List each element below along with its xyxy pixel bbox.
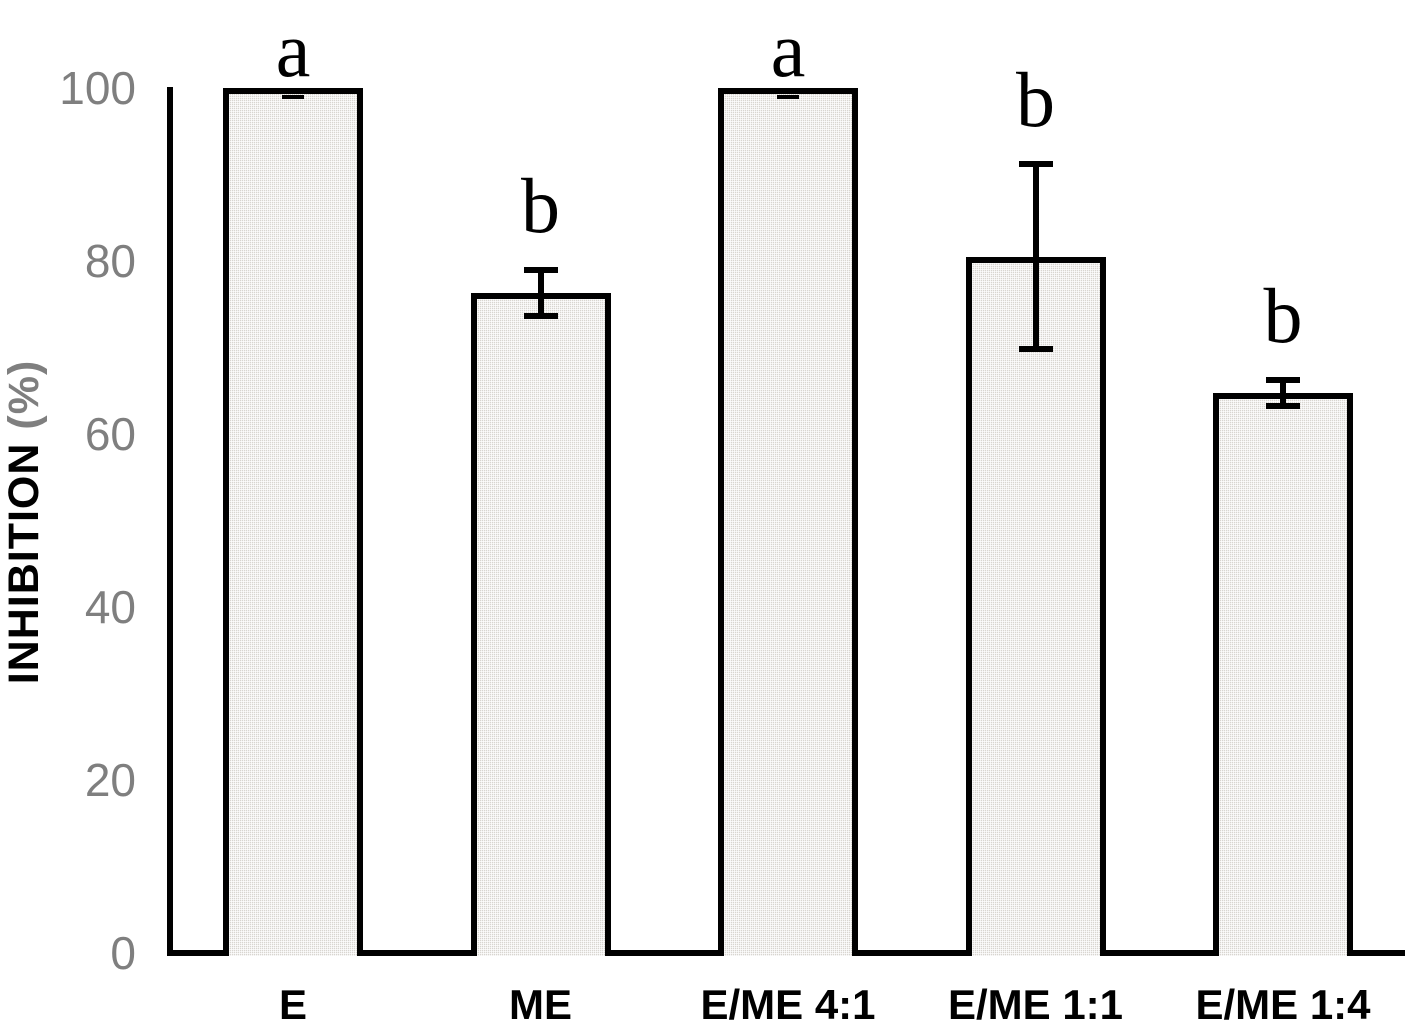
y-tick-label: 40 (84, 581, 136, 633)
significance-letter: b (1263, 272, 1303, 360)
x-tick-label: ME (509, 981, 572, 1028)
error-bar-top-cap (523, 266, 558, 273)
error-bar-bottom-cap (282, 95, 304, 99)
error-bar-line (537, 269, 544, 317)
y-axis-line (167, 87, 173, 956)
x-tick-label: E/ME 1:4 (1195, 981, 1371, 1028)
error-bar-bottom-cap (523, 313, 558, 320)
y-tick-label: 100 (59, 62, 136, 114)
error-bar-bottom-cap (1266, 403, 1300, 410)
bar (965, 256, 1106, 956)
significance-letter: b (1016, 56, 1055, 144)
error-bar-line (1032, 164, 1039, 350)
y-axis-title-main: INHIBITION (0, 442, 48, 685)
x-tick-label: E/ME 4:1 (700, 981, 876, 1028)
bar (718, 88, 858, 956)
significance-letter: a (275, 6, 311, 93)
significance-letter: a (770, 6, 806, 93)
bar (470, 293, 611, 956)
y-tick-label: 60 (84, 408, 136, 460)
x-tick-label: E (278, 981, 307, 1028)
error-bar-top-cap (1018, 161, 1053, 168)
y-tick-label: 0 (110, 927, 136, 979)
y-tick-label: 20 (84, 754, 136, 806)
error-bar-line (1280, 380, 1286, 407)
significance-letter: b (521, 161, 560, 249)
bar (1213, 393, 1353, 956)
x-tick-label: E/ME 1:1 (947, 981, 1124, 1028)
error-bar-bottom-cap (777, 95, 799, 99)
bar (223, 88, 363, 956)
y-tick-label: 80 (84, 235, 136, 287)
error-bar-bottom-cap (1018, 346, 1053, 353)
error-bar-top-cap (1266, 377, 1300, 384)
y-axis-title: INHIBITION (%) (0, 222, 50, 822)
